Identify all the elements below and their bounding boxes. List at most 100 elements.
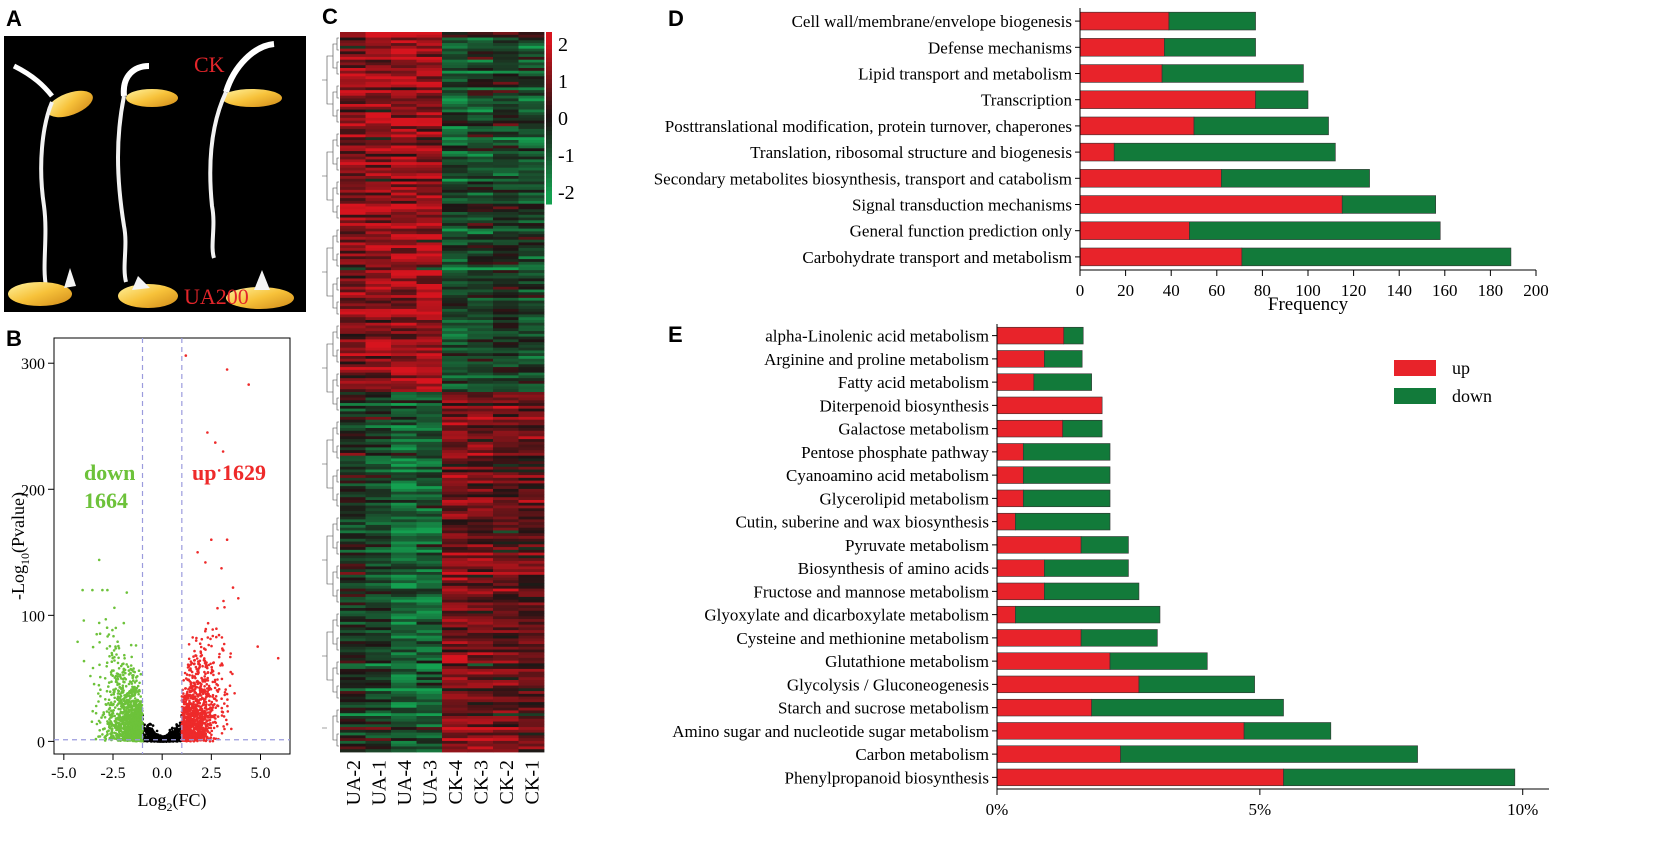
volcano-point-up — [196, 679, 199, 683]
volcano-point-down — [124, 684, 128, 688]
volcano-point-ns — [155, 729, 159, 733]
heatmap-cell — [365, 322, 392, 326]
heatmap-cell — [365, 414, 392, 418]
volcano-point-up — [185, 695, 189, 698]
heatmap-cell — [493, 256, 519, 260]
volcano-point-down — [133, 694, 136, 697]
volcano-point-down — [107, 681, 111, 684]
heatmap-cell — [467, 189, 494, 194]
heatmap-cell — [391, 308, 417, 313]
heatmap-cell — [391, 45, 417, 50]
heatmap-cell — [416, 200, 443, 205]
heatmap-cell — [467, 56, 494, 61]
volcano-point-up — [222, 715, 226, 718]
heatmap-cell — [467, 425, 494, 429]
heatmap-cell — [416, 181, 443, 185]
heatmap-cell — [391, 461, 417, 465]
volcano-point-up — [198, 659, 202, 663]
volcano-point-ns — [174, 729, 178, 732]
volcano-point-up — [226, 710, 230, 713]
heatmap-cell — [340, 308, 366, 313]
heatmap-cell — [493, 347, 519, 351]
heatmap-cell — [442, 375, 468, 379]
heatmap-cell — [518, 184, 545, 188]
volcano-point-down — [99, 694, 102, 698]
heatmap-cell — [518, 153, 545, 158]
heatmap-cell — [518, 356, 545, 360]
heatmap-cell — [467, 239, 494, 243]
volcano-point-down — [104, 618, 108, 621]
heatmap-cell — [493, 98, 519, 102]
volcano-point-up — [212, 703, 215, 707]
heatmap-cell — [518, 380, 545, 385]
heatmap-cell — [416, 405, 443, 410]
heatmap-cell — [467, 278, 494, 282]
heatmap-cell — [442, 51, 468, 55]
volcano-point-up — [185, 716, 189, 720]
heatmap-cell — [493, 425, 519, 429]
heatmap-cell — [467, 378, 494, 382]
heatmap-cell — [416, 84, 443, 88]
heatmap-cell — [365, 120, 392, 124]
heatmap-cell — [442, 128, 468, 133]
volcano-point-down — [124, 671, 127, 675]
volcano-point-down — [105, 689, 109, 693]
heatmap-cell — [467, 408, 494, 412]
heatmap-cell — [442, 303, 468, 307]
heatmap-cell — [442, 256, 468, 260]
heatmap-cell — [391, 303, 417, 307]
heatmap-cell — [518, 48, 545, 52]
heatmap-cell — [391, 142, 417, 146]
heatmap-cell — [467, 112, 494, 116]
heatmap-cell — [518, 206, 545, 210]
heatmap-cell — [391, 372, 417, 376]
heatmap-cell — [340, 397, 366, 401]
heatmap-cell — [365, 364, 392, 368]
volcano-point-up — [230, 727, 233, 731]
heatmap-cell — [340, 272, 366, 277]
heatmap-cell — [493, 397, 519, 401]
heatmap-cell — [391, 70, 417, 74]
heatmap-cell — [442, 245, 468, 249]
heatmap-cell — [365, 386, 392, 390]
heatmap-cell — [493, 281, 519, 285]
heatmap-cell — [340, 164, 366, 169]
heatmap-cell — [442, 225, 468, 230]
heatmap-cell — [365, 292, 392, 296]
volcano-point-up — [226, 704, 229, 708]
heatmap-cell — [518, 425, 545, 429]
volcano-point-down — [128, 716, 131, 720]
volcano-point-down — [116, 640, 119, 643]
heatmap-cell — [391, 109, 417, 113]
volcano-point-up — [220, 677, 224, 681]
heatmap-cell — [493, 306, 519, 310]
heatmap-cell — [391, 170, 417, 174]
volcano-point-down — [120, 687, 123, 691]
heatmap-cell — [467, 270, 494, 274]
heatmap-cell — [493, 311, 519, 315]
heatmap-cell — [518, 306, 545, 310]
heatmap-cell — [518, 386, 545, 390]
heatmap-cell — [340, 34, 366, 38]
volcano-point-up — [194, 691, 197, 694]
heatmap-cell — [518, 331, 545, 335]
heatmap-cell — [467, 284, 494, 288]
volcano-point-up — [189, 726, 192, 729]
heatmap-cell — [442, 217, 468, 221]
heatmap-cell — [442, 223, 468, 227]
heatmap-cell — [365, 325, 392, 329]
heatmap-cell — [493, 148, 519, 152]
volcano-point-up — [188, 686, 192, 689]
volcano-point-up — [197, 667, 201, 670]
heatmap-cell — [340, 275, 366, 279]
volcano-x-ticks: -5.0 -2.5 0.0 2.5 5.0 — [51, 754, 271, 782]
volcano-point-up — [206, 679, 210, 682]
heatmap-cell — [518, 428, 545, 432]
heatmap-cell — [518, 333, 545, 338]
heatmap-cell — [391, 153, 417, 158]
heatmap-cell — [442, 79, 468, 83]
volcano-point-down — [136, 699, 139, 703]
volcano-point-up — [204, 710, 207, 713]
heatmap-cell — [391, 200, 417, 205]
volcano-point-ns — [177, 736, 181, 740]
